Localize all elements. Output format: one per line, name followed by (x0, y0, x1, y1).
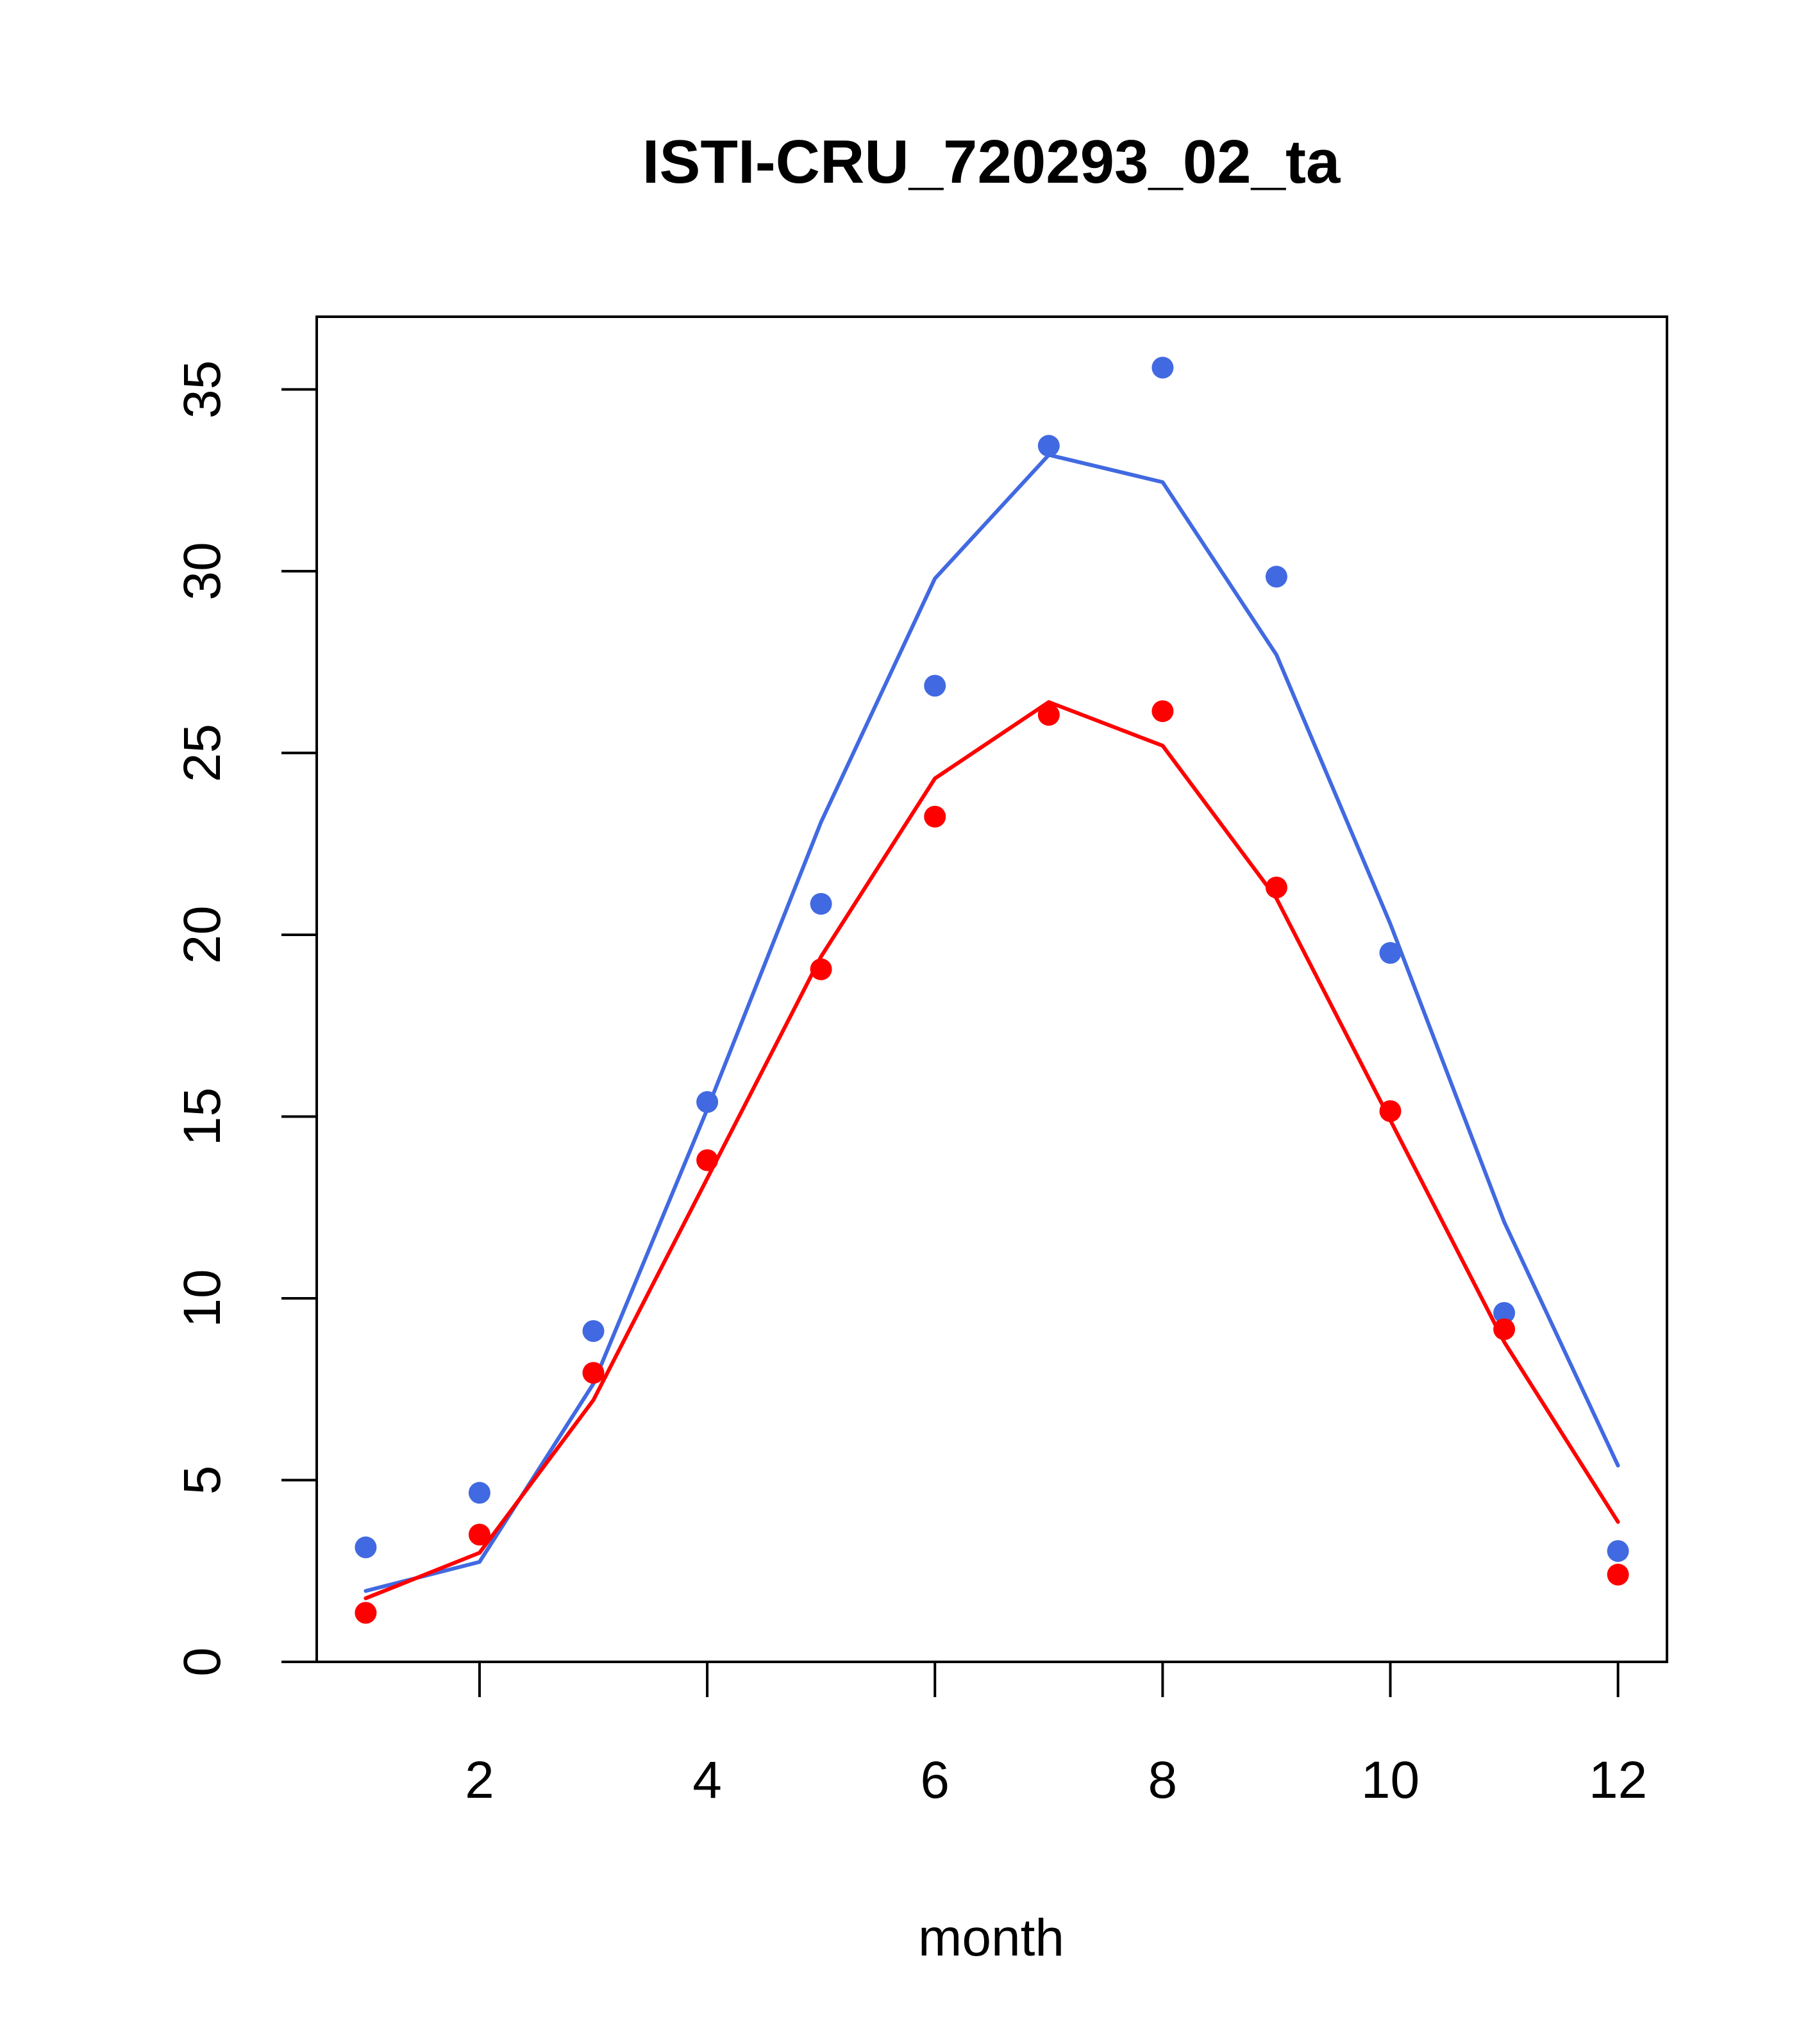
series-point-0 (1151, 356, 1174, 379)
x-tick-label: 2 (465, 1751, 494, 1809)
x-axis: 2 4 6 8 10 12 (465, 1661, 1647, 1809)
series-point-1 (810, 958, 832, 980)
y-tick-label: 35 (173, 360, 231, 419)
x-tick-label: 12 (1589, 1751, 1647, 1809)
series-point-1 (924, 805, 946, 828)
y-axis: 0 5 10 15 20 25 30 35 (173, 360, 318, 1677)
y-tick-label: 15 (173, 1087, 231, 1146)
series-point-0 (1379, 942, 1402, 964)
x-axis-title: month (918, 1909, 1064, 1967)
series-point-1 (696, 1149, 719, 1171)
series-point-1 (1379, 1100, 1402, 1122)
y-tick-label: 30 (173, 542, 231, 600)
series-line-1 (364, 700, 1620, 1600)
series-point-1 (355, 1602, 377, 1624)
series-line-0 (364, 453, 1620, 1593)
series-point-0 (1607, 1540, 1629, 1562)
series-points (355, 356, 1629, 1624)
y-tick-label: 10 (173, 1269, 231, 1327)
series-point-0 (924, 674, 946, 697)
series-point-0 (1265, 565, 1287, 588)
series-point-0 (1493, 1302, 1516, 1324)
series-point-0 (468, 1482, 490, 1504)
series-point-1 (1151, 700, 1174, 723)
series-point-1 (1607, 1563, 1629, 1586)
series-point-1 (468, 1523, 490, 1546)
y-tick-label: 0 (173, 1647, 231, 1677)
x-tick-label: 4 (692, 1751, 722, 1809)
series-point-1 (1037, 703, 1060, 726)
x-tick-label: 6 (920, 1751, 950, 1809)
y-tick-label: 25 (173, 724, 231, 782)
x-tick-label: 8 (1148, 1751, 1178, 1809)
series-lines (364, 453, 1620, 1600)
series-point-1 (1265, 876, 1287, 899)
series-point-1 (1493, 1318, 1516, 1341)
series-point-0 (810, 892, 832, 915)
series-point-0 (696, 1091, 719, 1113)
series-point-0 (582, 1320, 605, 1342)
y-tick-label: 20 (173, 905, 231, 964)
chart-title: ISTI-CRU_720293_02_ta (642, 128, 1341, 196)
y-tick-label: 5 (173, 1466, 231, 1495)
series-point-0 (1037, 435, 1060, 457)
x-tick-label: 10 (1361, 1751, 1419, 1809)
series-point-0 (355, 1536, 377, 1559)
series-point-1 (582, 1362, 605, 1384)
